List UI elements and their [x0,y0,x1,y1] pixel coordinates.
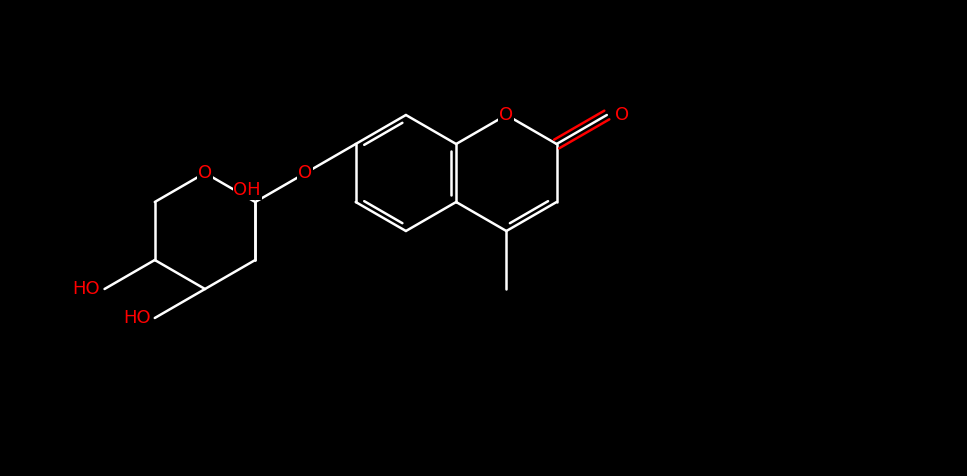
Text: OH: OH [233,181,261,199]
Text: O: O [615,106,629,124]
Text: O: O [198,164,212,182]
Text: HO: HO [73,280,101,298]
Text: O: O [499,106,513,124]
Text: HO: HO [123,309,151,327]
Text: O: O [299,164,312,182]
